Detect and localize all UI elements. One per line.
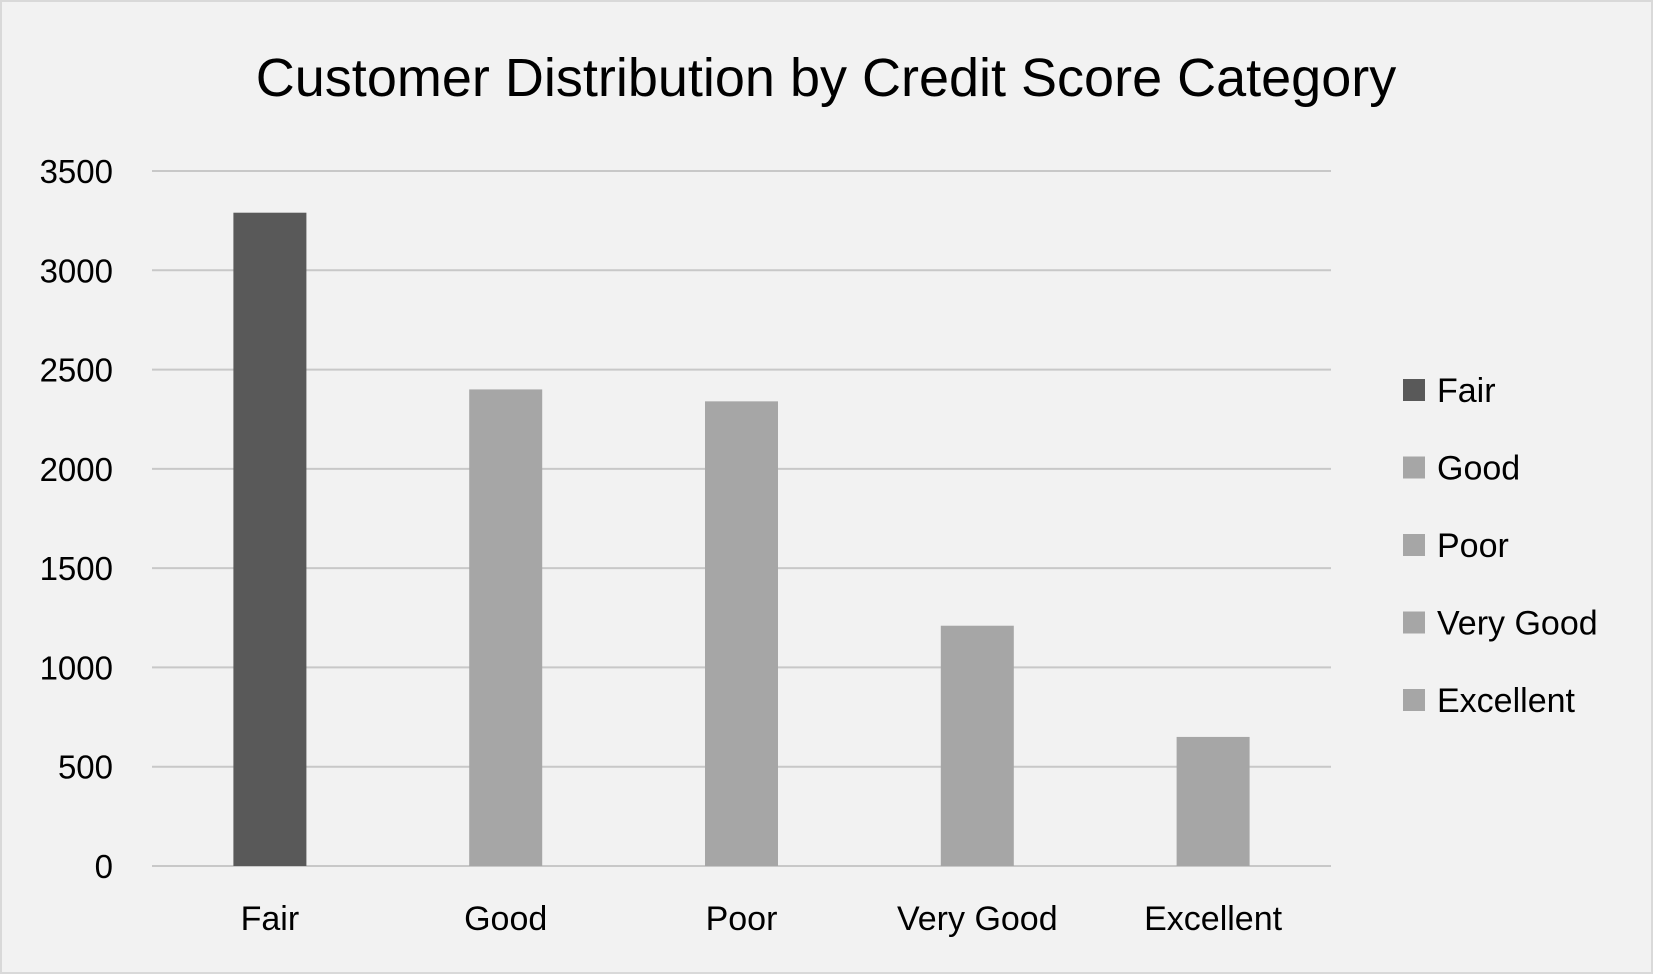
y-tick-label: 1000 — [40, 649, 113, 686]
legend-swatch — [1403, 379, 1425, 401]
x-tick-label: Good — [464, 900, 547, 938]
x-tick-label: Poor — [706, 900, 778, 938]
y-tick-label: 2000 — [40, 451, 113, 488]
bar-good — [469, 389, 543, 866]
legend-label: Poor — [1437, 527, 1509, 565]
x-tick-label: Very Good — [897, 900, 1058, 938]
x-tick-label: Excellent — [1144, 900, 1283, 938]
legend-label: Good — [1437, 450, 1520, 488]
chart-title: Customer Distribution by Credit Score Ca… — [256, 48, 1396, 108]
legend-swatch — [1403, 456, 1425, 479]
legend-swatch — [1403, 689, 1425, 711]
y-tick-label: 3000 — [40, 252, 113, 289]
legend-label: Very Good — [1437, 605, 1598, 643]
x-axis: Fair Good Poor Very Good Excellent — [241, 900, 1283, 938]
y-tick-label: 1500 — [40, 550, 113, 587]
bar-very-good — [940, 625, 1014, 866]
y-tick-label: 2500 — [40, 352, 113, 389]
legend-swatch — [1403, 534, 1425, 556]
legend-label: Fair — [1437, 372, 1496, 410]
y-tick-label: 3500 — [40, 153, 113, 190]
bar-poor — [705, 401, 778, 866]
bar-fair — [233, 212, 307, 866]
legend: Fair Good Poor Very Good Excellent — [1403, 372, 1598, 720]
y-axis: 0 500 1000 1500 2000 2500 3000 3500 — [40, 153, 113, 885]
y-tick-label: 0 — [95, 848, 113, 885]
legend-swatch — [1403, 611, 1425, 634]
legend-label: Excellent — [1437, 682, 1576, 720]
bars — [233, 212, 1250, 866]
x-tick-label: Fair — [241, 900, 300, 938]
y-tick-label: 500 — [58, 749, 113, 786]
bar-excellent — [1176, 736, 1250, 866]
